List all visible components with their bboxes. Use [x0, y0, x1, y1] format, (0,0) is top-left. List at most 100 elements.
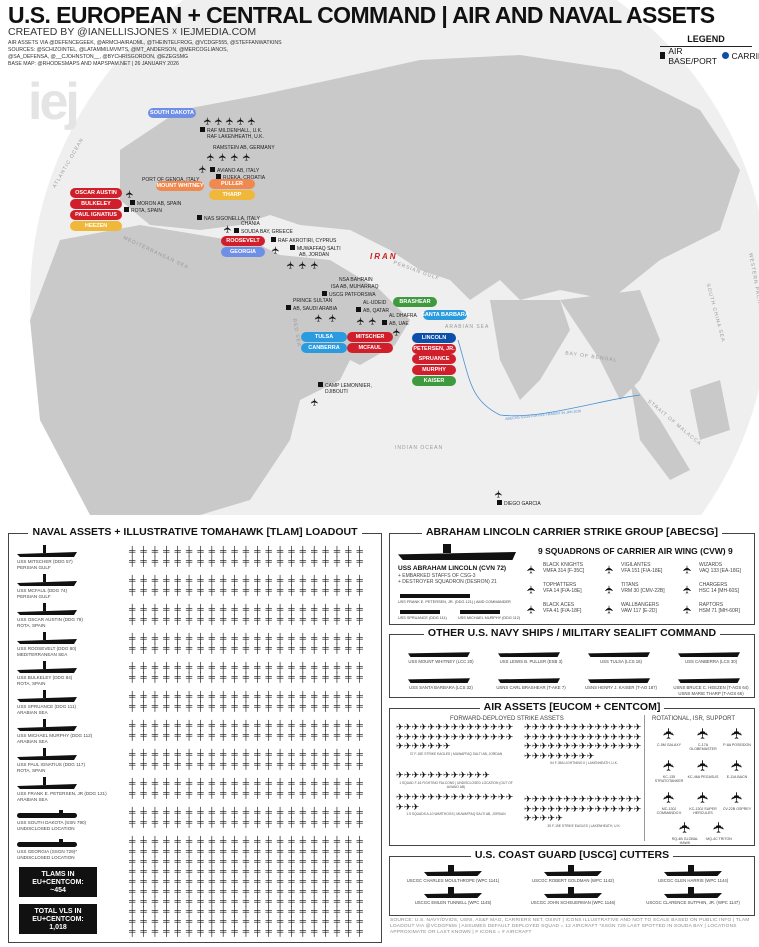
- cutter-silhouette: [664, 871, 722, 876]
- ship-marker-petersen-jr-[interactable]: PETERSEN, JR.: [412, 344, 456, 354]
- ship-marker-south-dakota[interactable]: SOUTH DAKOTA: [148, 108, 196, 118]
- ship-marker-murphy[interactable]: MURPHY: [412, 365, 456, 375]
- ship-name: USS FRANK E. PETERSEN, JR (DDG 121): [17, 791, 107, 796]
- ship-marker-tulsa[interactable]: TULSA: [301, 332, 347, 342]
- ship-marker-puller[interactable]: PULLER: [209, 179, 255, 189]
- base-label: AVIANO AB, ITALY: [210, 167, 259, 174]
- base-label: RAMSTEIN AB, GERMANY: [206, 145, 275, 151]
- support-aircraft: ✈ MC-130J COMMANDO II: [652, 789, 686, 816]
- support-label: P-8A POSEIDON: [723, 743, 751, 747]
- ship-marker-mitscher[interactable]: MITSCHER: [347, 332, 393, 342]
- support-aircraft: ✈ E-11A BACN: [720, 757, 754, 779]
- ship-marker-mount-whitney[interactable]: MOUNT WHITNEY: [156, 181, 204, 191]
- squadron-unit: HSM 71 [MH-60R]: [699, 608, 740, 614]
- base-label: ROTA, SPAIN: [124, 207, 162, 214]
- ship-marker-paul-ignatius[interactable]: PAUL IGNATIUS: [70, 210, 122, 220]
- destroyer-silhouette: [400, 610, 440, 614]
- aircraft-icon: ✈: [236, 116, 248, 126]
- ship-marker-bulkeley[interactable]: BULKELEY: [70, 199, 122, 209]
- ship-marker-tharp[interactable]: THARP: [209, 190, 255, 200]
- base-name: NSA BAHRAIN: [339, 277, 373, 283]
- ship-location: ROTA, SPAIN: [17, 623, 46, 628]
- squadron-name: WALLBANGERS: [621, 602, 659, 608]
- ship-marker-heezen[interactable]: HEEZEN: [70, 221, 122, 231]
- base-name: AB, UAE: [389, 321, 409, 327]
- aircraft-icon: ✈: [526, 564, 539, 575]
- aircraft-icon: ✈: [198, 164, 210, 174]
- ship-marker-kaiser[interactable]: KAISER: [412, 376, 456, 386]
- page-title: U.S. EUROPEAN + CENTRAL COMMAND | AIR AN…: [8, 2, 715, 28]
- tlam-icons: ╪╪╪╪╪╪╪╪╪╪╪╪╪╪╪╪╪╪╪╪╪: [129, 720, 368, 730]
- ship-silhouette: [678, 678, 740, 683]
- cutter-mast: [448, 865, 454, 872]
- group-label: 35 F-15E STRIKE EAGLES | LAKENHEATH, U.K…: [547, 823, 621, 828]
- support-aircraft: ✈ C-5M GALAXY: [652, 725, 686, 747]
- base-label: DJIBOUTI: [318, 389, 348, 395]
- tlam-icons: ╪╪╪╪╪╪╪╪╪╪╪╪╪╪╪╪╪╪╪╪╪: [129, 856, 368, 866]
- tlam-icons: ╪╪╪╪╪╪╪╪╪╪╪╪╪╪╪╪╪╪╪╪╪: [129, 604, 368, 614]
- csg-note: + DESTROYER SQUADRON (DESRON) 21: [398, 579, 497, 585]
- ship-marker-canberra[interactable]: CANBERRA: [301, 343, 347, 353]
- ship-location: ARABIAN SEA: [17, 739, 48, 744]
- base-name: RAF LAKENHEATH, U.K.: [207, 134, 264, 140]
- country-label-iran: IRAN: [370, 252, 398, 261]
- ship-marker-roosevelt[interactable]: ROOSEVELT: [221, 236, 265, 246]
- ship-marker-mcfaul[interactable]: MCFAUL: [347, 343, 393, 353]
- base-label: CHANIA: [234, 221, 260, 227]
- source-line: BASE MAP: @RHODESMAPS AND MAPSPAM.NET | …: [8, 61, 179, 67]
- base-square-icon: [210, 167, 215, 172]
- aircraft-icon: ✈: [660, 791, 678, 804]
- tlam-icons: ╪╪╪╪╪╪╪╪╪╪╪╪╪╪╪╪╪╪╪╪╪: [129, 701, 368, 711]
- base-label: MORON AB, SPAIN: [130, 200, 181, 207]
- base-name: MORON AB, SPAIN: [137, 201, 182, 207]
- ship-name: USS LEWIS B. PULLER (ESB 3): [499, 659, 563, 664]
- support-label: KC-46A PEGASUS: [687, 775, 719, 779]
- support-label: C-17A GLOBEMASTER: [689, 743, 717, 752]
- ship-silhouette: [498, 652, 560, 657]
- group-label: 1 SQUAD F-16 FIGHTING FALCONS | UNDISCLO…: [399, 780, 513, 789]
- base-label: RAF AKROTIRI, CYPRUS: [271, 237, 336, 244]
- aircraft-icon: ✈: [526, 584, 539, 595]
- credit: CREATED BY @IANELLISJONES ☓ IEJMEDIA.COM: [8, 26, 257, 38]
- escort-name: USS MICHAEL MURPHY (DDG 112): [458, 616, 521, 620]
- ship-marker-oscar-austin[interactable]: OSCAR AUSTIN: [70, 188, 122, 198]
- globe-basemap: [30, 0, 759, 515]
- ship-marker-brashear[interactable]: BRASHEAR: [393, 297, 437, 307]
- mast-icon: [43, 777, 46, 785]
- tlam-icons: ╪╪╪╪╪╪╪╪╪╪╪╪╪╪╪╪╪╪╪╪╪: [129, 575, 368, 585]
- ship-marker-spruance[interactable]: SPRUANCE: [412, 354, 456, 364]
- tlam-icons: ╪╪╪╪╪╪╪╪╪╪╪╪╪╪╪╪╪╪╪╪╪: [129, 778, 368, 788]
- base-square-icon: [197, 215, 202, 220]
- tlam-icons: ╪╪╪╪╪╪╪╪╪╪╪╪╪╪╪╪╪╪╪╪╪: [129, 886, 368, 896]
- mast-icon: [43, 748, 46, 756]
- aircraft-icon: ✈: [392, 327, 404, 337]
- ship-marker-santa-barbara[interactable]: SANTA BARBARA: [421, 310, 469, 320]
- squadron-unit: VAW 117 [E-2D]: [621, 608, 657, 614]
- base-name: DIEGO GARCIA: [504, 501, 541, 507]
- carrier-name: USS ABRAHAM LINCOLN (CVN 72): [398, 565, 507, 572]
- aircraft-icon: ✈: [604, 564, 617, 575]
- ship-name: USS MITSCHER (DDG 57): [17, 559, 73, 564]
- destroyer-silhouette: [17, 726, 77, 731]
- base-name: DJIBOUTI: [325, 389, 348, 395]
- ship-silhouette: [498, 678, 560, 683]
- base-square-icon: [271, 237, 276, 242]
- base-square-icon: [130, 200, 135, 205]
- forward-title: FORWARD-DEPLOYED STRIKE ASSETS: [450, 716, 564, 722]
- base-name: MUWAFFAQ SALTI: [297, 246, 341, 252]
- ship-name: USNS HENRY J. KAISER (T-AO 187): [585, 685, 657, 690]
- base-name: NAS SIGONELLA, ITALY: [204, 216, 260, 222]
- ship-marker-lincoln[interactable]: LINCOLN: [412, 333, 456, 343]
- cutter-name: USCGC JOHN SCHEUERMAN (WPC 1146): [530, 900, 616, 905]
- ship-marker-georgia[interactable]: GEORGIA: [221, 247, 265, 257]
- base-label: RIJEKA, CROATIA: [216, 174, 265, 181]
- aircraft-group: ✈✈✈✈✈✈✈✈✈✈✈✈✈✈✈✈✈✈ 1.5 SQUADS A-10 WARTHO…: [396, 792, 516, 816]
- ship-silhouette: [588, 652, 650, 657]
- base-name: PORT OF GENOA, ITALY: [142, 177, 200, 183]
- legend: LEGEND AIR BASE/PORTCARRIERDESTROYERCOMM…: [660, 34, 759, 66]
- ship-location: ROTA, SPAIN: [17, 681, 46, 686]
- aircraft-icon: ✈: [298, 260, 310, 270]
- source-line: @SA_DEFENSA, @__CJOHNSTON__, @BYCHRISGOR…: [8, 54, 189, 60]
- ship-name: USS GEORGIA (SSGN 729)*: [17, 849, 77, 854]
- base-square-icon: [216, 174, 221, 179]
